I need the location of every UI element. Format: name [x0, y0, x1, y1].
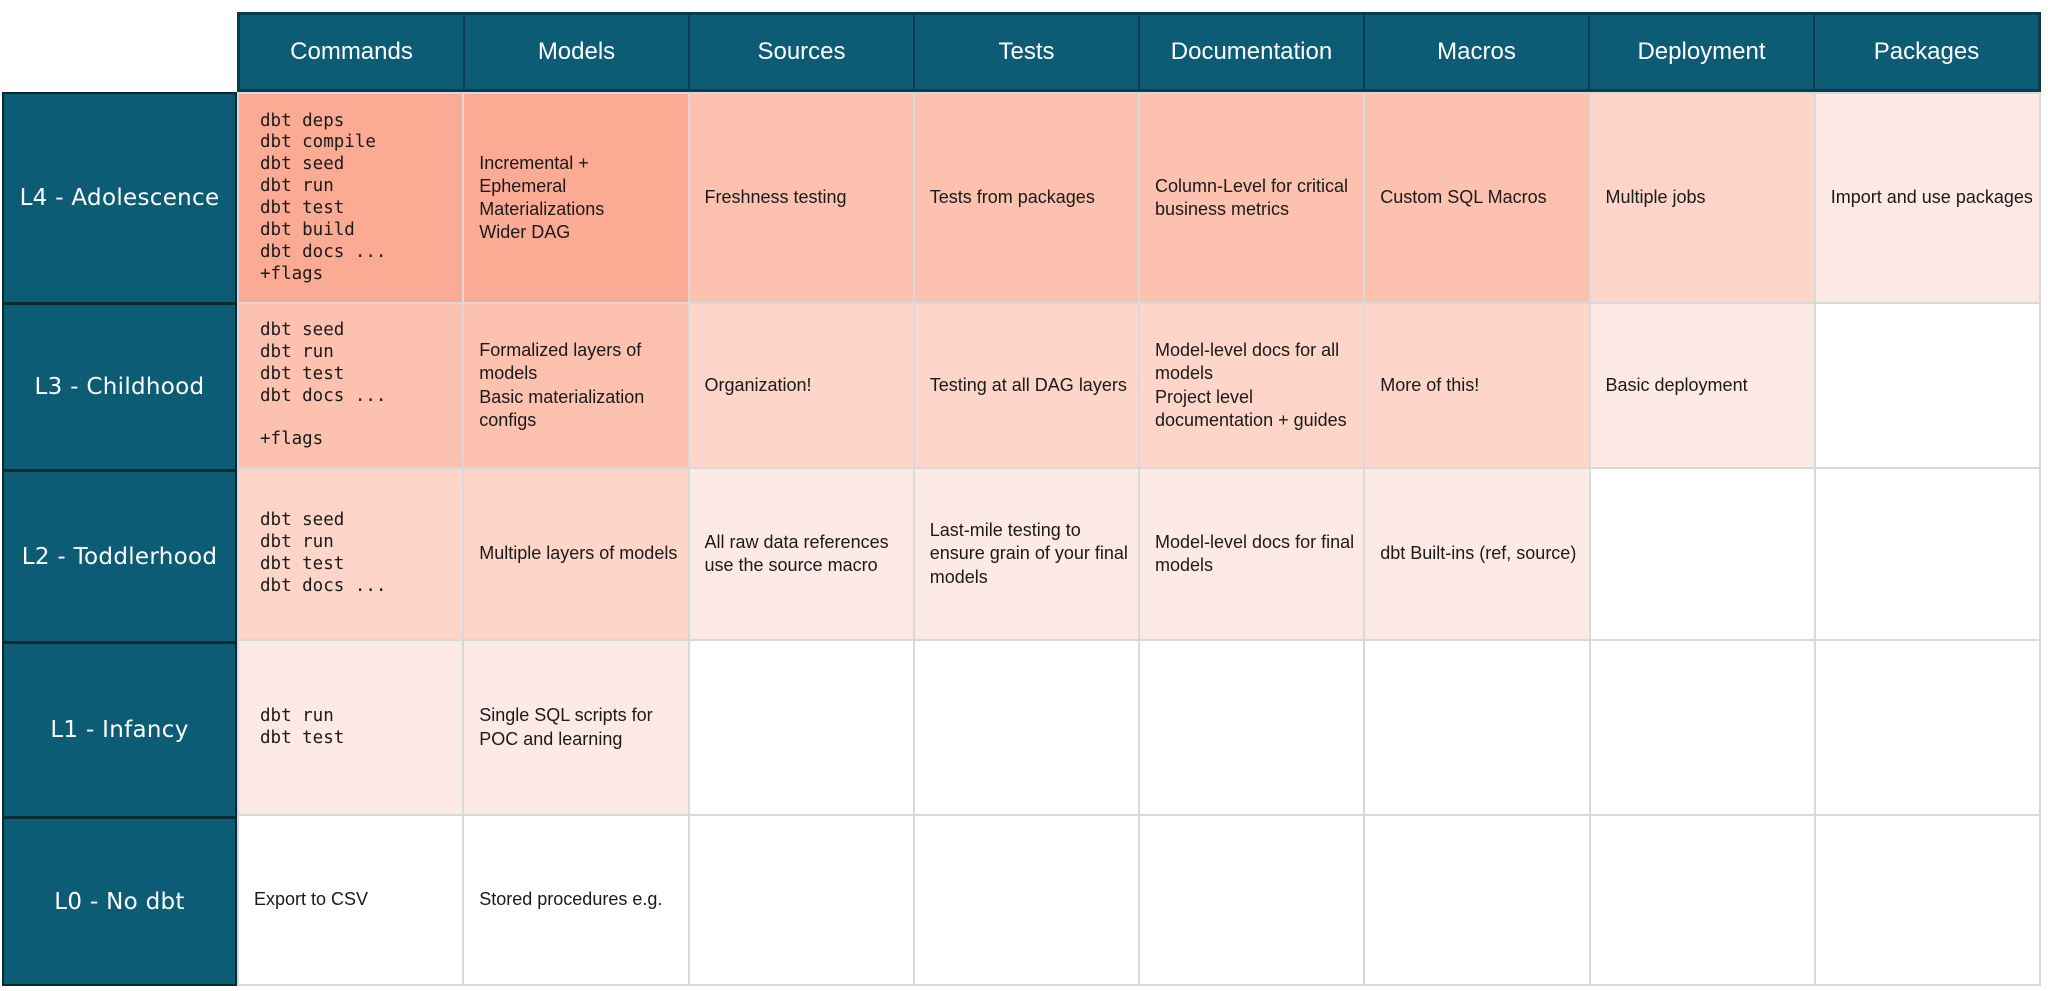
- cell-l0-deployment: [1590, 816, 1814, 984]
- row-label-l4: L4 - Adolescence: [19, 185, 220, 211]
- cell-l3-packages: [1815, 304, 2039, 467]
- column-header-deployment: Deployment: [1588, 15, 1813, 89]
- row-label-l1: L1 - Infancy: [4, 641, 235, 816]
- cell-text: Basic deployment: [1605, 374, 1748, 395]
- cell-l3-sources: Organization!: [689, 304, 913, 467]
- cell-l2-documentation: Model-level docs for final models: [1140, 469, 1364, 639]
- cell-l0-commands: Export to CSV: [239, 816, 463, 984]
- cell-text: dbt Built-ins (ref, source): [1380, 543, 1577, 564]
- cell-text: Column-Level for critical business metri…: [1155, 175, 1349, 219]
- cell-l4-documentation: Column-Level for critical business metri…: [1140, 94, 1364, 302]
- cell-l2-macros: dbt Built-ins (ref, source): [1365, 469, 1589, 639]
- cell-l1-packages: [1815, 641, 2039, 814]
- cell-l4-sources: Freshness testing: [689, 94, 913, 302]
- cell-text: Testing at all DAG layers: [929, 374, 1127, 395]
- cell-text: dbt deps dbt compile dbt seed dbt run db…: [260, 110, 387, 284]
- cell-text: Multiple jobs: [1605, 187, 1706, 208]
- row-labels-column: L4 - Adolescence L3 - Childhood L2 - Toddl…: [2, 92, 237, 986]
- cell-l1-deployment: [1590, 641, 1814, 814]
- cell-l4-deployment: Multiple jobs: [1590, 94, 1814, 302]
- cell-l3-models: Formalized layers of models Basic materi…: [464, 304, 688, 467]
- cell-text: More of this!: [1380, 374, 1480, 395]
- cell-text: Multiple layers of models: [479, 543, 678, 564]
- row-label-l3: L3 - Childhood: [4, 302, 235, 469]
- cell-l1-documentation: [1140, 641, 1364, 814]
- cell-text: Freshness testing: [704, 187, 847, 208]
- cell-l3-commands: dbt seed dbt run dbt test dbt docs ... +…: [239, 304, 463, 467]
- cell-text: Model-level docs for all models Project …: [1155, 340, 1347, 430]
- cell-text: dbt seed dbt run dbt test dbt docs ...: [260, 510, 387, 596]
- cell-text: Import and use packages: [1830, 187, 2033, 208]
- cell-l0-models: Stored procedures e.g.: [464, 816, 688, 984]
- data-grid: dbt deps dbt compile dbt seed dbt run db…: [237, 92, 2041, 986]
- cell-l4-commands: dbt deps dbt compile dbt seed dbt run db…: [239, 94, 463, 302]
- column-header-macros: Macros: [1363, 15, 1588, 89]
- cell-text: Single SQL scripts for POC and learning: [479, 705, 658, 749]
- column-header-commands: Commands: [290, 38, 413, 65]
- column-header-tests: Tests: [913, 15, 1138, 89]
- column-header-sources: Sources: [688, 15, 913, 89]
- cell-l4-models: Incremental + Ephemeral Materializations…: [464, 94, 688, 302]
- cell-l4-packages: Import and use packages: [1815, 94, 2039, 302]
- cell-text: Export to CSV: [254, 889, 369, 910]
- cell-l2-sources: All raw data references use the source m…: [689, 469, 913, 639]
- cell-l1-sources: [689, 641, 913, 814]
- cell-l2-packages: [1815, 469, 2039, 639]
- cell-l1-commands: dbt run dbt test: [239, 641, 463, 814]
- cell-l1-macros: [1365, 641, 1589, 814]
- cell-l0-packages: [1815, 816, 2039, 984]
- column-headers-row: Commands Models Sources Tests Documentation M…: [237, 12, 2041, 92]
- cell-l0-sources: [689, 816, 913, 984]
- cell-text: Organization!: [704, 374, 812, 395]
- cell-text: Incremental + Ephemeral Materializations…: [479, 152, 605, 243]
- cell-text: Model-level docs for final models: [1155, 531, 1360, 575]
- row-label-l2: L2 - Toddlerhood: [4, 469, 235, 641]
- cell-text: Last-mile testing to ensure grain of you…: [929, 520, 1133, 587]
- cell-l2-tests: Last-mile testing to ensure grain of you…: [914, 469, 1138, 639]
- cell-l1-tests: [914, 641, 1138, 814]
- cell-l2-deployment: [1590, 469, 1814, 639]
- cell-text: dbt seed dbt run dbt test dbt docs ... +…: [260, 319, 387, 450]
- cell-l2-models: Multiple layers of models: [464, 469, 688, 639]
- cell-l0-tests: [914, 816, 1138, 984]
- cell-l2-commands: dbt seed dbt run dbt test dbt docs ...: [239, 469, 463, 639]
- cell-l4-macros: Custom SQL Macros: [1365, 94, 1589, 302]
- cell-l4-tests: Tests from packages: [914, 94, 1138, 302]
- column-header-packages: Packages: [1813, 15, 2038, 89]
- cell-text: Formalized layers of models Basic materi…: [479, 340, 645, 430]
- cell-text: Stored procedures e.g.: [479, 889, 663, 910]
- cell-l3-documentation: Model-level docs for all models Project …: [1140, 304, 1364, 467]
- cell-l3-tests: Testing at all DAG layers: [914, 304, 1138, 467]
- cell-l0-documentation: [1140, 816, 1364, 984]
- cell-text: Tests from packages: [929, 187, 1095, 208]
- cell-l3-deployment: Basic deployment: [1590, 304, 1814, 467]
- cell-text: Custom SQL Macros: [1380, 187, 1547, 208]
- cell-text: All raw data references use the source m…: [704, 531, 894, 575]
- cell-l3-macros: More of this!: [1365, 304, 1589, 467]
- column-header-documentation: Documentation: [1138, 15, 1363, 89]
- row-label-l0: L0 - No dbt: [4, 816, 235, 984]
- cell-text: dbt run dbt test: [260, 705, 345, 748]
- column-header-models: Models: [463, 15, 688, 89]
- cell-l1-models: Single SQL scripts for POC and learning: [464, 641, 688, 814]
- cell-l0-macros: [1365, 816, 1589, 984]
